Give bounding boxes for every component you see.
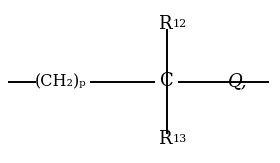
Text: R: R <box>158 130 172 148</box>
Text: R: R <box>158 15 172 33</box>
Text: C: C <box>160 73 174 90</box>
Text: (CH₂)ₚ: (CH₂)ₚ <box>34 73 86 90</box>
Text: 12: 12 <box>172 19 186 29</box>
Text: Q,: Q, <box>228 73 247 90</box>
Text: 13: 13 <box>172 134 186 144</box>
